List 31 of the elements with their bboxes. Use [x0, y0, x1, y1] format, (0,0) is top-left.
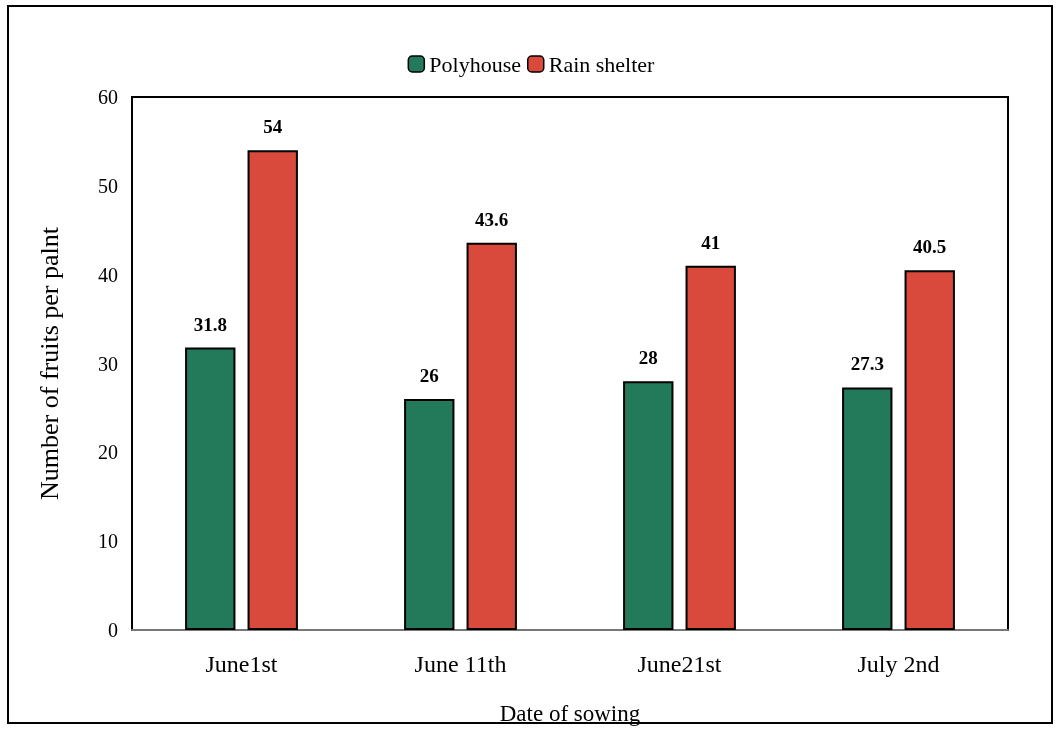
- y-tick-label: 60: [98, 86, 118, 108]
- legend-label: Rain shelter: [548, 51, 656, 77]
- y-tick-label: 10: [98, 530, 118, 553]
- x-tick-label: July 2nd: [857, 651, 940, 677]
- data-label: 28: [638, 347, 658, 369]
- data-label: 41: [701, 231, 721, 253]
- bar: [185, 347, 236, 630]
- bar: [623, 381, 674, 630]
- data-label: 31.8: [193, 313, 227, 335]
- y-tick-label: 20: [98, 441, 118, 464]
- bar: [247, 150, 298, 630]
- y-tick-label: 40: [98, 263, 118, 286]
- bar: [685, 265, 736, 630]
- y-tick-label: 30: [98, 352, 118, 375]
- bar: [842, 387, 893, 630]
- y-tick-label: 0: [108, 619, 118, 641]
- legend-label: Polyhouse: [429, 51, 521, 77]
- data-label: 26: [419, 365, 439, 387]
- bar: [404, 399, 455, 630]
- y-axis-title: Number of fruits per palnt: [34, 226, 64, 500]
- y-tick-label: 50: [98, 174, 118, 197]
- data-label: 40.5: [913, 236, 947, 258]
- data-label: 27.3: [850, 353, 884, 375]
- x-tick-label: June1st: [205, 651, 278, 677]
- bar: [466, 242, 517, 630]
- data-label: 43.6: [475, 208, 509, 230]
- x-tick-label: June21st: [637, 651, 722, 677]
- x-tick-label: June 11th: [414, 651, 507, 677]
- x-axis-title: Date of sowing: [499, 701, 641, 726]
- bar: [904, 270, 955, 630]
- data-label: 54: [263, 116, 283, 138]
